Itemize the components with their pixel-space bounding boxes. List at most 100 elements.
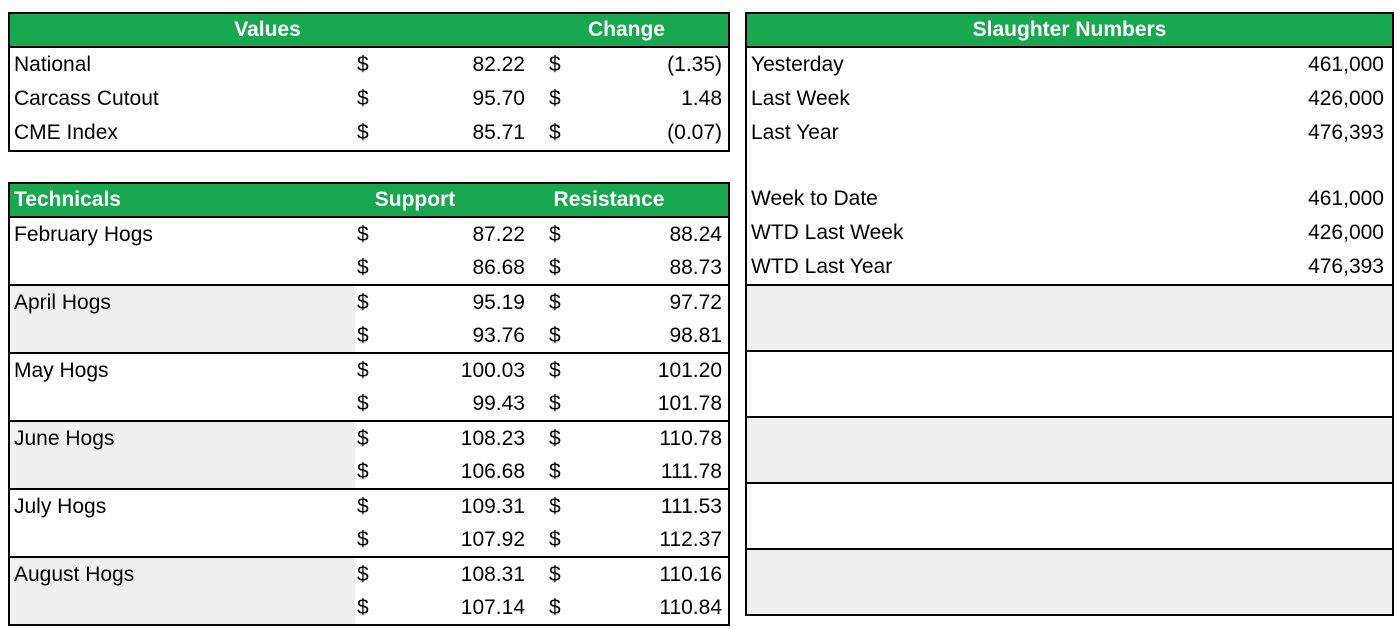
technicals-row: February Hogs $ 87.22 $ 88.24 [10, 218, 728, 251]
resistance-value: 88.24 [669, 223, 722, 246]
spacer-cell [525, 116, 547, 150]
spacer-cell [525, 48, 547, 82]
technicals-row: August Hogs $ 108.31 $ 110.16 [10, 558, 728, 591]
currency-symbol: $ [357, 324, 369, 347]
slaughter-blank-row [747, 150, 1392, 182]
currency-symbol: $ [357, 223, 369, 246]
currency-symbol: $ [357, 495, 369, 518]
currency-symbol: $ [549, 563, 561, 586]
technicals-row: May Hogs $ 100.03 $ 101.20 [10, 354, 728, 387]
slaughter-row-yesterday: Yesterday 461,000 [747, 48, 1392, 82]
contract-label [10, 319, 355, 352]
resistance-value: 110.78 [659, 427, 722, 450]
currency-symbol: $ [549, 87, 561, 110]
values-row-label: CME Index [14, 121, 118, 144]
resistance-value: 112.37 [659, 528, 722, 551]
support-value: 93.76 [472, 324, 525, 347]
currency-symbol: $ [549, 460, 561, 483]
currency-symbol: $ [549, 223, 561, 246]
resistance-value: 111.78 [660, 460, 722, 483]
resistance-value: 111.53 [660, 495, 722, 518]
technicals-row: April Hogs $ 95.19 $ 97.72 [10, 286, 728, 319]
empty-band [747, 482, 1392, 548]
technicals-header-title: Technicals [14, 188, 121, 211]
contract-label: February Hogs [14, 223, 153, 246]
slaughter-row-value: 426,000 [1308, 221, 1384, 244]
contract-label [10, 251, 355, 284]
contract-label: May Hogs [14, 359, 109, 382]
currency-symbol: $ [357, 291, 369, 314]
currency-symbol: $ [357, 563, 369, 586]
support-value: 87.22 [472, 223, 525, 246]
contract-label: June Hogs [10, 422, 355, 455]
technicals-row: July Hogs $ 109.31 $ 111.53 [10, 490, 728, 523]
slaughter-row-label: WTD Last Week [751, 221, 904, 244]
resistance-value: 101.78 [657, 392, 722, 415]
contract-label: July Hogs [14, 495, 107, 518]
technicals-row: June Hogs $ 108.23 $ 110.78 [10, 422, 728, 455]
technicals-group-july: July Hogs $ 109.31 $ 111.53 $ 107.92 $ 1… [10, 488, 728, 556]
spacer-cell [525, 354, 547, 387]
slaughter-row-last-week: Last Week 426,000 [747, 82, 1392, 116]
spacer-cell [525, 319, 547, 352]
contract-label [10, 455, 355, 488]
resistance-value: 101.20 [657, 359, 722, 382]
change-header-title: Change [587, 18, 665, 41]
values-header-title: Values [234, 18, 301, 41]
contract-label: August Hogs [10, 558, 355, 591]
currency-symbol: $ [549, 256, 561, 279]
currency-symbol: $ [357, 427, 369, 450]
technicals-row: $ 93.76 $ 98.81 [10, 319, 728, 352]
technicals-row: $ 86.68 $ 88.73 [10, 251, 728, 284]
support-value: 95.19 [472, 291, 525, 314]
slaughter-panel-header: Slaughter Numbers [747, 14, 1392, 48]
support-value: 107.14 [460, 596, 525, 619]
values-row-carcass-cutout: Carcass Cutout $ 95.70 $ 1.48 [10, 82, 728, 116]
slaughter-row-label: Yesterday [751, 53, 844, 76]
currency-symbol: $ [549, 392, 561, 415]
slaughter-row-label: Last Year [751, 121, 839, 144]
currency-symbol: $ [549, 495, 561, 518]
currency-symbol: $ [357, 256, 369, 279]
spacer-cell [525, 490, 547, 523]
values-row-value: 82.22 [472, 53, 525, 76]
currency-symbol: $ [357, 87, 369, 110]
contract-label [10, 591, 355, 624]
technicals-row: $ 107.14 $ 110.84 [10, 591, 728, 624]
empty-band [747, 548, 1392, 614]
resistance-header-title: Resistance [553, 188, 665, 211]
resistance-value: 88.73 [669, 256, 722, 279]
contract-label [10, 387, 355, 420]
currency-symbol: $ [549, 427, 561, 450]
technicals-row: $ 99.43 $ 101.78 [10, 387, 728, 420]
values-row-change: (0.07) [667, 121, 722, 144]
slaughter-header-title: Slaughter Numbers [972, 18, 1167, 41]
currency-symbol: $ [357, 596, 369, 619]
values-row-label: Carcass Cutout [14, 87, 159, 110]
contract-label: April Hogs [10, 286, 355, 319]
slaughter-row-wtd-last-year: WTD Last Year 476,393 [747, 250, 1392, 284]
technicals-group-february: February Hogs $ 87.22 $ 88.24 $ 86.68 $ … [10, 218, 728, 284]
support-value: 99.43 [472, 392, 525, 415]
currency-symbol: $ [357, 359, 369, 382]
spacer-cell [525, 387, 547, 420]
resistance-value: 110.84 [659, 596, 722, 619]
technicals-group-may: May Hogs $ 100.03 $ 101.20 $ 99.43 $ 101… [10, 352, 728, 420]
currency-symbol: $ [549, 596, 561, 619]
spacer-cell [525, 286, 547, 319]
currency-symbol: $ [357, 528, 369, 551]
contract-label [10, 523, 355, 556]
empty-band [747, 350, 1392, 416]
slaughter-row-label: Last Week [751, 87, 850, 110]
resistance-value: 97.72 [669, 291, 722, 314]
values-row-change: 1.48 [681, 87, 722, 110]
technicals-row: $ 106.68 $ 111.78 [10, 455, 728, 488]
left-column: Values Change National $ 82.22 $ (1.35) … [8, 12, 730, 626]
support-header-title: Support [374, 188, 456, 211]
slaughter-row-value: 461,000 [1308, 53, 1384, 76]
spacer-cell [525, 251, 547, 284]
support-value: 106.68 [460, 460, 525, 483]
currency-symbol: $ [357, 460, 369, 483]
slaughter-row-value: 476,393 [1308, 121, 1384, 144]
